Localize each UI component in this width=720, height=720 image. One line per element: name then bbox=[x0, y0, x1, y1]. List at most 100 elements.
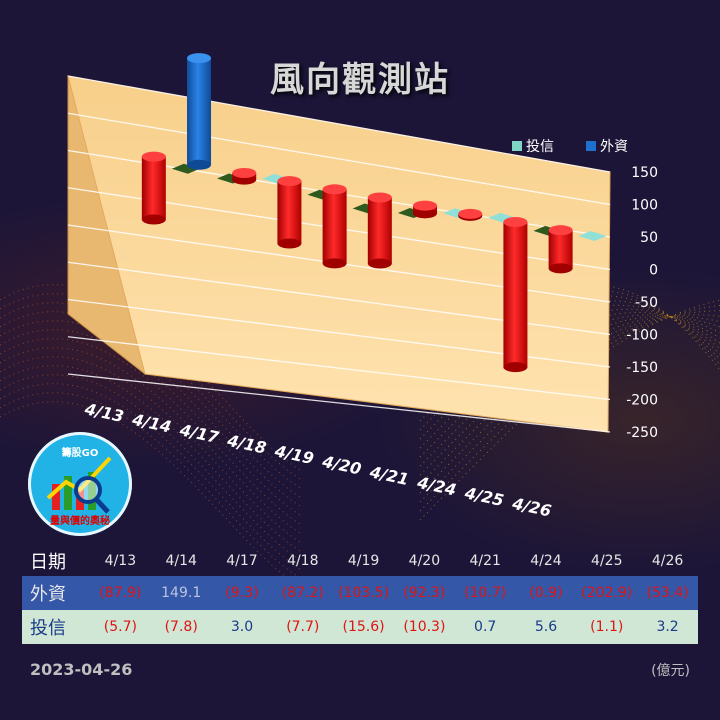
wave-line-left bbox=[0, 284, 301, 471]
wave-line-left bbox=[0, 383, 301, 570]
foreign-bar-bottom bbox=[548, 263, 573, 274]
foreign-bar-bottom bbox=[141, 214, 166, 225]
x-tick-label: 4/18 bbox=[225, 431, 268, 458]
trust-value-cell: 3.2 bbox=[656, 619, 679, 635]
foreign-bar-bottom bbox=[503, 362, 528, 373]
trust-value-cell: (1.1) bbox=[590, 619, 624, 635]
foreign-bar bbox=[322, 189, 347, 264]
x-tick-label: 4/25 bbox=[462, 483, 505, 510]
foreign-header: 外資 bbox=[30, 584, 66, 605]
x-tick-label: 4/24 bbox=[415, 473, 458, 500]
table-row-foreign: 外資 (87.9) 149.1 (9.3) (87.2) (103.5) (92… bbox=[22, 576, 698, 610]
legend-swatch bbox=[512, 141, 522, 151]
date-cell: 4/24 bbox=[530, 553, 562, 569]
wave-line-left bbox=[0, 365, 301, 552]
date-cell: 4/25 bbox=[591, 553, 623, 569]
trust-value-cell: 5.6 bbox=[534, 619, 558, 635]
trust-value-cell: (5.7) bbox=[103, 619, 137, 635]
foreign-bar bbox=[277, 181, 302, 244]
foreign-bar-cap bbox=[187, 53, 212, 64]
date-cell: 4/26 bbox=[651, 553, 684, 569]
report-date: 2023-04-26 bbox=[30, 660, 133, 679]
logo-chart-icon bbox=[46, 456, 112, 514]
gridline bbox=[67, 112, 611, 206]
date-header: 日期 bbox=[30, 552, 66, 573]
foreign-value-cell: (0.9) bbox=[529, 585, 563, 601]
trust-value-cell: 3.0 bbox=[230, 619, 254, 635]
foreign-bar-bottom bbox=[322, 258, 347, 269]
trust-marker bbox=[578, 230, 607, 241]
gridline bbox=[67, 373, 611, 433]
wave-line-left bbox=[0, 347, 301, 534]
foreign-value-cell: (10.7) bbox=[464, 585, 507, 601]
wave-line-right bbox=[419, 312, 720, 458]
table-row-dates: 日期 4/13 4/14 4/17 4/18 4/19 4/20 4/21 4/… bbox=[22, 546, 698, 576]
wave-line-left bbox=[0, 374, 301, 561]
foreign-bar-bottom bbox=[367, 258, 392, 269]
foreign-bar-cap bbox=[503, 217, 528, 228]
foreign-bar-bottom bbox=[187, 159, 212, 170]
foreign-value-cell: (53.4) bbox=[646, 585, 689, 601]
wave-line-right bbox=[419, 304, 720, 512]
y-axis-ticks: 150 100 50 0 -50 -100 -150 -200 -250 bbox=[626, 165, 658, 441]
brand-logo: 籌股GO 量與價的奧秘 bbox=[28, 432, 132, 536]
wave-line-right bbox=[419, 299, 720, 521]
foreign-bar-cap bbox=[413, 200, 438, 211]
data-table: 日期 4/13 4/14 4/17 4/18 4/19 4/20 4/21 4/… bbox=[22, 546, 698, 644]
logo-motto: 量與價的奧秘 bbox=[50, 516, 110, 527]
date-cell: 4/13 bbox=[104, 553, 137, 569]
foreign-bar-cap bbox=[548, 225, 573, 236]
date-cell: 4/17 bbox=[226, 553, 258, 569]
x-tick-label: 4/17 bbox=[177, 420, 221, 447]
y-tick-label: 100 bbox=[631, 198, 658, 214]
y-tick-label: -200 bbox=[626, 393, 658, 409]
x-tick-label: 4/21 bbox=[367, 462, 410, 489]
foreign-bar bbox=[187, 58, 212, 165]
trust-value-cell: (15.6) bbox=[342, 619, 385, 635]
wave-line-left bbox=[0, 302, 301, 489]
wave-line-left bbox=[0, 401, 301, 588]
wave-line-left bbox=[0, 329, 301, 516]
wave-line-right bbox=[419, 316, 720, 485]
foreign-value-cell: (202.9) bbox=[581, 585, 633, 601]
wave-line-right bbox=[419, 314, 720, 494]
y-tick-label: -250 bbox=[626, 425, 658, 441]
wave-line-left bbox=[0, 356, 301, 543]
foreign-bar-cap bbox=[458, 208, 483, 219]
trust-value-cell: (7.7) bbox=[286, 619, 320, 635]
foreign-value-cell: (92.3) bbox=[403, 585, 446, 601]
wave-line-left bbox=[0, 293, 301, 480]
trust-value-cell: 0.7 bbox=[474, 619, 497, 635]
y-tick-label: 0 bbox=[649, 263, 658, 279]
trust-marker bbox=[171, 163, 200, 174]
legend-label: 投信 bbox=[526, 139, 554, 155]
gridline bbox=[67, 75, 611, 173]
foreign-bar-bottom bbox=[277, 238, 302, 249]
legend-swatch bbox=[586, 141, 596, 151]
y-tick-label: -150 bbox=[626, 360, 658, 376]
foreign-bar bbox=[141, 156, 166, 220]
foreign-bar-cap bbox=[322, 184, 347, 195]
legend-label: 外資 bbox=[600, 139, 628, 155]
foreign-bar-cap bbox=[141, 151, 166, 162]
foreign-value-cell: 149.1 bbox=[161, 585, 202, 601]
date-cell: 4/19 bbox=[347, 553, 380, 569]
foreign-bar bbox=[548, 230, 573, 269]
foreign-bar-cap bbox=[367, 192, 392, 203]
y-tick-label: 50 bbox=[640, 230, 658, 246]
foreign-value-cell: (87.2) bbox=[281, 585, 324, 601]
date-cell: 4/18 bbox=[287, 553, 319, 569]
table-row-trust: 投信 (5.7) (7.8) 3.0 (7.7) (15.6) (10.3) 0… bbox=[22, 610, 698, 644]
x-tick-label: 4/19 bbox=[272, 441, 315, 468]
foreign-value-cell: (9.3) bbox=[225, 585, 259, 601]
date-cell: 4/20 bbox=[408, 553, 441, 569]
trust-value-cell: (10.3) bbox=[403, 619, 446, 635]
wave-line-right bbox=[419, 316, 720, 476]
foreign-bar-cap bbox=[232, 167, 257, 178]
x-tick-label: 4/20 bbox=[320, 452, 363, 479]
wave-line-right bbox=[419, 310, 720, 503]
foreign-bar bbox=[503, 222, 528, 368]
x-tick-label: 4/26 bbox=[510, 494, 553, 521]
foreign-bar-cap bbox=[277, 176, 302, 187]
wave-line-left bbox=[0, 311, 301, 498]
